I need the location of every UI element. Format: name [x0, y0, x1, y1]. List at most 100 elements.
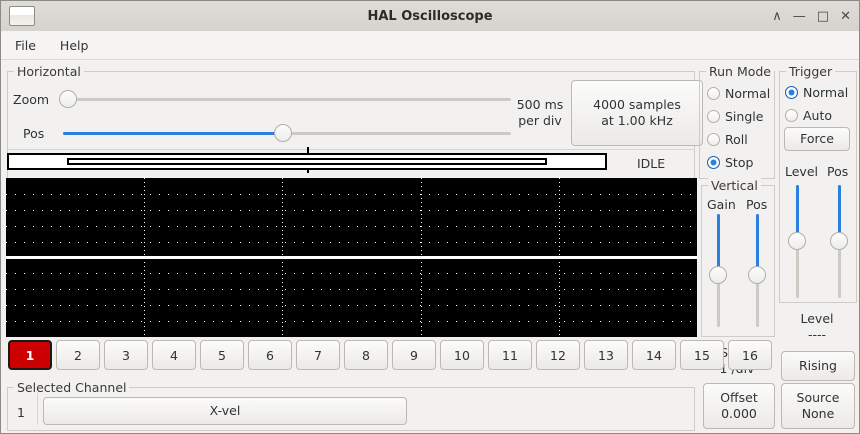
scope-grid-vline [282, 178, 283, 337]
scope-grid-hline [6, 273, 697, 274]
trigger-level-value: ---- [807, 327, 827, 343]
trigger-level-readout: Level ---- [779, 311, 855, 344]
channel-button-6[interactable]: 6 [248, 340, 292, 370]
run-mode-stop-label: Stop [725, 155, 754, 170]
scope-center-line [6, 256, 697, 259]
minimize-icon[interactable]: — [792, 8, 806, 24]
channel-button-7[interactable]: 7 [296, 340, 340, 370]
channel-button-11[interactable]: 11 [488, 340, 532, 370]
radio-dot-icon [707, 110, 720, 123]
title-bar: HAL Oscilloscope ∧ — □ ✕ [1, 1, 859, 32]
trigger-mode-auto[interactable]: Auto [785, 108, 832, 123]
timebase-readout: 500 ms per div [509, 97, 571, 130]
radio-dot-icon [707, 87, 720, 100]
vertical-pos-slider-handle[interactable] [748, 266, 766, 284]
vertical-gain-label: Gain [707, 197, 736, 212]
horizontal-position-bar-thumb[interactable] [67, 158, 547, 165]
channel-button-9[interactable]: 9 [392, 340, 436, 370]
trigger-pos-slider-fill [838, 185, 841, 240]
radio-dot-icon [707, 156, 720, 169]
channel-button-15[interactable]: 15 [680, 340, 724, 370]
trigger-level-slider-handle[interactable] [788, 232, 806, 250]
zoom-slider-track [59, 98, 511, 101]
vertical-frame: Vertical [701, 178, 775, 337]
run-mode-normal-label: Normal [725, 86, 771, 101]
trigger-level-title: Level [800, 311, 834, 326]
timebase-value: 500 ms [516, 97, 564, 112]
run-mode-single[interactable]: Single [707, 109, 763, 124]
hpos-slider-handle[interactable] [274, 124, 292, 142]
channel-button-3[interactable]: 3 [104, 340, 148, 370]
scope-grid-hline [6, 289, 697, 290]
horizontal-pos-slider[interactable] [63, 124, 511, 142]
trigger-pos-slider[interactable] [830, 185, 848, 298]
vertical-pos-slider-fill [756, 214, 759, 274]
trigger-edge-label: Rising [798, 358, 837, 374]
run-mode-roll[interactable]: Roll [707, 132, 748, 147]
channel-button-2[interactable]: 2 [56, 340, 100, 370]
pos-label: Pos [23, 126, 45, 141]
zoom-slider-handle[interactable] [59, 90, 77, 108]
close-icon[interactable]: ✕ [840, 8, 851, 24]
trigger-source-value: None [801, 406, 835, 421]
channel-button-16[interactable]: 16 [728, 340, 772, 370]
vertical-gain-slider[interactable] [709, 214, 727, 327]
window-controls: ∧ — □ ✕ [772, 10, 851, 23]
run-mode-stop[interactable]: Stop [707, 155, 753, 170]
horizontal-separator [7, 149, 693, 150]
trigger-frame: Trigger [779, 64, 857, 303]
channel-button-8[interactable]: 8 [344, 340, 388, 370]
trigger-pos-slider-label: Pos [827, 164, 849, 179]
menu-help[interactable]: Help [59, 37, 89, 53]
zoom-slider[interactable] [59, 90, 511, 108]
vertical-pos-slider[interactable] [748, 214, 766, 327]
sample-count-label: 4000 samples [593, 97, 681, 113]
vertical-gain-slider-handle[interactable] [709, 266, 727, 284]
channel-button-5[interactable]: 5 [200, 340, 244, 370]
scope-display[interactable] [6, 178, 697, 337]
horizontal-frame-label: Horizontal [14, 64, 84, 79]
scope-grid-vline [421, 178, 422, 337]
hpos-slider-fill [63, 132, 283, 135]
menu-bar: File Help [1, 31, 859, 60]
vertical-offset-button[interactable]: Offset 0.000 [703, 383, 775, 429]
trigger-source-button[interactable]: Source None [781, 383, 855, 429]
window-menu-icon[interactable] [9, 6, 35, 26]
channel-button-4[interactable]: 4 [152, 340, 196, 370]
channel-button-10[interactable]: 10 [440, 340, 484, 370]
trigger-frame-label: Trigger [786, 64, 836, 79]
force-trigger-label: Force [800, 131, 834, 147]
vertical-offset-value: 0.000 [721, 406, 757, 421]
channel-button-14[interactable]: 14 [632, 340, 676, 370]
vertical-frame-label: Vertical [708, 178, 761, 193]
channel-button-row: 1 2 3 4 5 6 7 8 9 10 11 12 13 14 15 16 [8, 340, 772, 370]
channel-button-13[interactable]: 13 [584, 340, 628, 370]
maximize-icon[interactable]: □ [816, 8, 830, 24]
trigger-edge-button[interactable]: Rising [781, 351, 855, 381]
run-mode-normal[interactable]: Normal [707, 86, 770, 101]
selected-channel-signal-button[interactable]: X-vel [43, 397, 407, 425]
sample-rate-button[interactable]: 4000 samples at 1.00 kHz [571, 80, 703, 146]
trigger-mode-normal[interactable]: Normal [785, 85, 848, 100]
trigger-level-slider-label: Level [785, 164, 818, 179]
radio-dot-icon [785, 109, 798, 122]
horizontal-position-bar[interactable] [7, 153, 607, 170]
selected-channel-number: 1 [17, 405, 25, 420]
scope-grid-hline [6, 321, 697, 322]
scope-grid-vline [144, 178, 145, 337]
window-title: HAL Oscilloscope [367, 8, 493, 24]
force-trigger-button[interactable]: Force [784, 127, 850, 151]
run-mode-single-label: Single [725, 109, 764, 124]
channel-button-12[interactable]: 12 [536, 340, 580, 370]
trigger-level-slider[interactable] [788, 185, 806, 298]
scope-grid-hline [6, 210, 697, 211]
shade-icon[interactable]: ∧ [772, 8, 782, 24]
trigger-pos-slider-handle[interactable] [830, 232, 848, 250]
selected-channel-frame: Selected Channel [7, 380, 695, 431]
channel-button-1[interactable]: 1 [8, 340, 52, 370]
trigger-level-slider-fill [796, 185, 799, 240]
sample-rate-label: at 1.00 kHz [601, 113, 673, 128]
menu-file[interactable]: File [15, 37, 36, 53]
run-status-label: IDLE [637, 156, 666, 171]
scope-grid-hline [6, 305, 697, 306]
